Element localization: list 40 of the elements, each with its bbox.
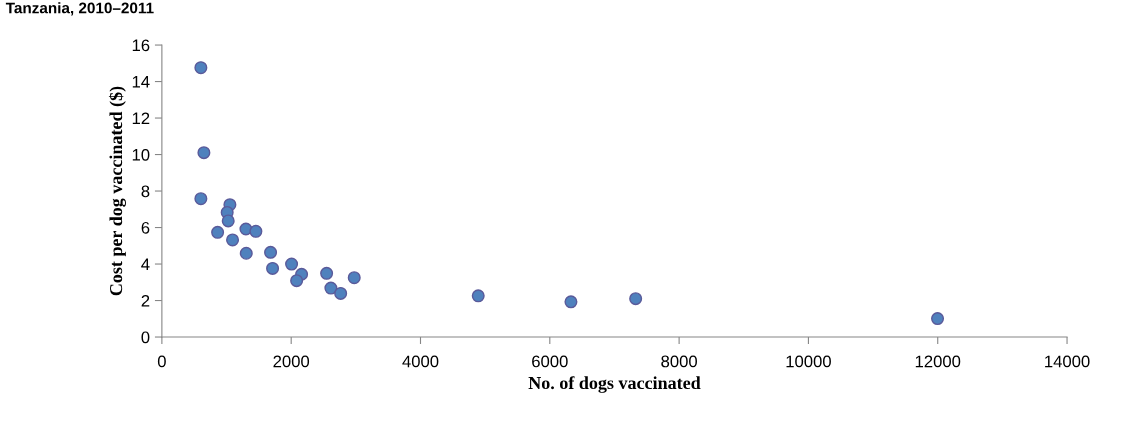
point: [264, 245, 278, 259]
y-tick-label: 2: [141, 294, 150, 307]
y-tick-label: 4: [141, 258, 150, 271]
x-tick-label: 12000: [915, 355, 961, 368]
point: [226, 233, 240, 247]
point: [239, 246, 253, 260]
point: [194, 192, 208, 206]
point: [290, 274, 304, 288]
y-tick-label: 8: [141, 185, 150, 198]
x-tick-label: 0: [157, 355, 166, 368]
point: [266, 261, 280, 275]
y-tick-label: 16: [132, 39, 150, 52]
x-tick-label: 6000: [532, 355, 568, 368]
y-axis-title: Cost per dog vaccinated ($): [108, 86, 126, 296]
point: [221, 214, 235, 228]
point: [211, 225, 225, 239]
y-tick-label: 14: [132, 76, 150, 88]
x-tick-label: 10000: [786, 355, 831, 368]
point: [324, 281, 338, 295]
chart-title: Tanzania, 2010–2011: [5, 2, 154, 16]
x-tick-label: 2000: [273, 355, 310, 368]
point: [197, 146, 211, 160]
x-tick-label: 4000: [402, 355, 439, 368]
point: [320, 266, 334, 280]
point: [194, 61, 208, 75]
y-tick-label: 0: [141, 331, 150, 344]
y-tick-label: 6: [141, 221, 150, 234]
y-tick-label: 10: [132, 148, 150, 161]
point: [347, 271, 361, 285]
x-tick-label: 8000: [661, 355, 697, 368]
point: [249, 224, 263, 238]
point: [564, 295, 578, 309]
point: [471, 289, 485, 303]
x-tick-label: 14000: [1045, 355, 1090, 368]
point: [334, 286, 348, 300]
x-axis-title: No. of dogs vaccinated: [528, 376, 701, 393]
point: [931, 312, 945, 326]
y-tick-label: 12: [132, 112, 150, 125]
point: [629, 292, 643, 306]
point: [285, 257, 299, 271]
